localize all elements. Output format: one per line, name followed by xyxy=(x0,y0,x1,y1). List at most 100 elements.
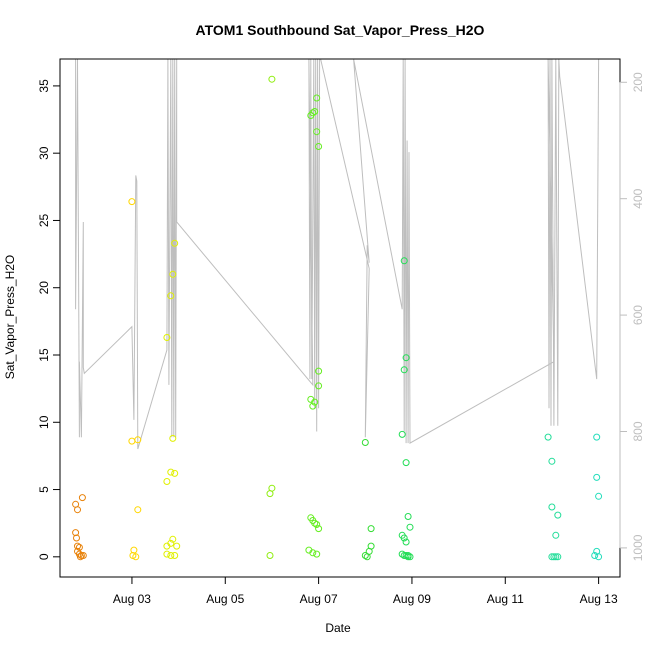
data-point xyxy=(406,553,414,561)
data-point xyxy=(313,521,321,528)
data-point xyxy=(406,523,414,531)
data-point xyxy=(169,535,177,543)
series-3 xyxy=(163,239,181,559)
data-point xyxy=(163,550,171,558)
data-point xyxy=(163,478,171,485)
data-point xyxy=(591,552,599,559)
data-point xyxy=(593,473,601,481)
y2-tick-label: 600 xyxy=(631,305,645,325)
data-point xyxy=(554,511,562,519)
data-point xyxy=(402,354,410,362)
y2-tick-label: 800 xyxy=(631,421,645,441)
data-point xyxy=(309,549,317,557)
data-point xyxy=(363,553,371,561)
y-axis-left: 0 5 10 15 20 25 30 35 xyxy=(37,79,61,560)
y2-tick-label: 1000 xyxy=(631,534,645,561)
x-tick-label: Aug 13 xyxy=(580,592,618,606)
data-point xyxy=(402,459,410,467)
y-tick-label: 0 xyxy=(37,553,51,560)
data-point xyxy=(315,367,323,375)
y2-tick-label: 400 xyxy=(631,188,645,208)
data-point xyxy=(171,552,179,559)
data-point xyxy=(595,492,603,500)
data-point xyxy=(163,542,171,550)
data-point xyxy=(134,506,142,514)
data-point xyxy=(167,292,175,300)
y-tick-label: 15 xyxy=(37,348,51,362)
data-point xyxy=(75,543,83,551)
data-point xyxy=(78,494,86,502)
data-point xyxy=(313,128,321,136)
data-point xyxy=(74,542,81,550)
data-point xyxy=(315,143,323,150)
data-point xyxy=(544,433,552,441)
data-point xyxy=(554,553,562,561)
data-point xyxy=(367,525,375,533)
data-point xyxy=(402,552,410,559)
series-1 xyxy=(72,494,87,561)
data-point xyxy=(309,109,317,117)
data-point xyxy=(311,519,319,527)
data-point xyxy=(171,239,179,247)
data-point xyxy=(548,457,556,465)
data-point xyxy=(400,366,408,374)
data-point xyxy=(311,108,319,115)
data-point xyxy=(550,553,558,561)
data-point xyxy=(402,538,410,546)
data-point xyxy=(311,398,319,406)
x-axis-label: Date xyxy=(325,621,351,635)
data-point xyxy=(593,433,601,441)
x-tick-label: Aug 03 xyxy=(113,592,151,606)
series-5 xyxy=(305,94,323,558)
series-6 xyxy=(361,439,375,561)
data-point xyxy=(315,525,323,533)
x-tick-label: Aug 11 xyxy=(487,592,524,606)
y-tick-label: 20 xyxy=(37,281,51,295)
data-point xyxy=(309,402,317,410)
data-point xyxy=(76,553,84,561)
pressure-series xyxy=(75,59,600,450)
data-point xyxy=(400,257,408,265)
data-point xyxy=(552,553,560,561)
data-point xyxy=(77,552,85,559)
data-point xyxy=(134,436,142,444)
y-tick-label: 5 xyxy=(37,486,51,493)
x-tick-label: Aug 07 xyxy=(300,592,338,606)
data-point xyxy=(73,534,80,542)
data-point xyxy=(128,198,136,206)
x-tick-label: Aug 09 xyxy=(393,592,431,606)
y-axis-right: 200 400 600 800 1000 xyxy=(619,72,645,561)
data-point xyxy=(128,437,136,445)
x-tick-label: Aug 05 xyxy=(206,592,244,606)
data-point xyxy=(132,553,140,561)
data-point xyxy=(398,550,406,558)
chart-title: ATOM1 Southbound Sat_Vapor_Press_H2O xyxy=(196,22,485,38)
data-point xyxy=(266,552,274,559)
y-tick-label: 25 xyxy=(37,213,51,227)
data-point xyxy=(163,334,171,341)
series-7 xyxy=(398,257,414,561)
plot-frame xyxy=(59,58,621,578)
vapor-pressure-points xyxy=(72,75,603,561)
y2-tick-label: 200 xyxy=(631,72,645,92)
data-point xyxy=(552,531,560,539)
data-point xyxy=(400,534,408,542)
data-point xyxy=(268,75,276,83)
y-tick-label: 30 xyxy=(37,146,51,160)
series-2 xyxy=(128,198,142,561)
data-point xyxy=(171,469,179,477)
data-point xyxy=(361,552,369,559)
data-point xyxy=(313,94,321,102)
series-4 xyxy=(266,75,276,559)
data-point xyxy=(398,430,406,438)
data-point xyxy=(173,542,181,550)
data-point xyxy=(404,553,412,561)
data-point xyxy=(169,270,177,278)
series-9 xyxy=(591,433,603,561)
data-point xyxy=(548,503,556,511)
data-point xyxy=(361,439,369,446)
data-point xyxy=(315,382,323,390)
data-point xyxy=(169,434,177,442)
y-axis-label: Sat_Vapor_Press_H2O xyxy=(3,255,17,380)
data-point xyxy=(595,553,603,561)
